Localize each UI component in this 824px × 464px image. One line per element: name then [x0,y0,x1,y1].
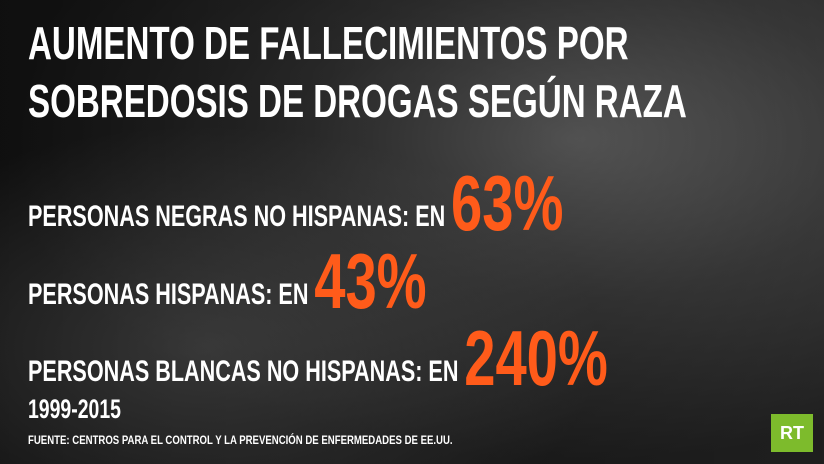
item-value: 63% [451,159,564,247]
item-value: 240% [464,314,608,402]
source: FUENTE: CENTROS PARA EL CONTROL Y LA PRE… [28,433,453,447]
title: AUMENTO DE FALLECIMIENTOS POR SOBREDOSIS… [28,17,687,127]
item: PERSONAS NEGRAS NO HISPANAS: EN63% [28,158,563,249]
item-label: PERSONAS BLANCAS NO HISPANAS: EN [28,355,459,388]
item-label: PERSONAS NEGRAS NO HISPANAS: EN [28,200,446,233]
item-label: PERSONAS HISPANAS: EN [28,278,309,311]
item: PERSONAS HISPANAS: EN43% [28,236,427,327]
period: 1999-2015 [28,394,121,424]
item: PERSONAS BLANCAS NO HISPANAS: EN240% [28,313,608,404]
item-value: 43% [314,237,427,325]
logo: RT [771,414,813,452]
